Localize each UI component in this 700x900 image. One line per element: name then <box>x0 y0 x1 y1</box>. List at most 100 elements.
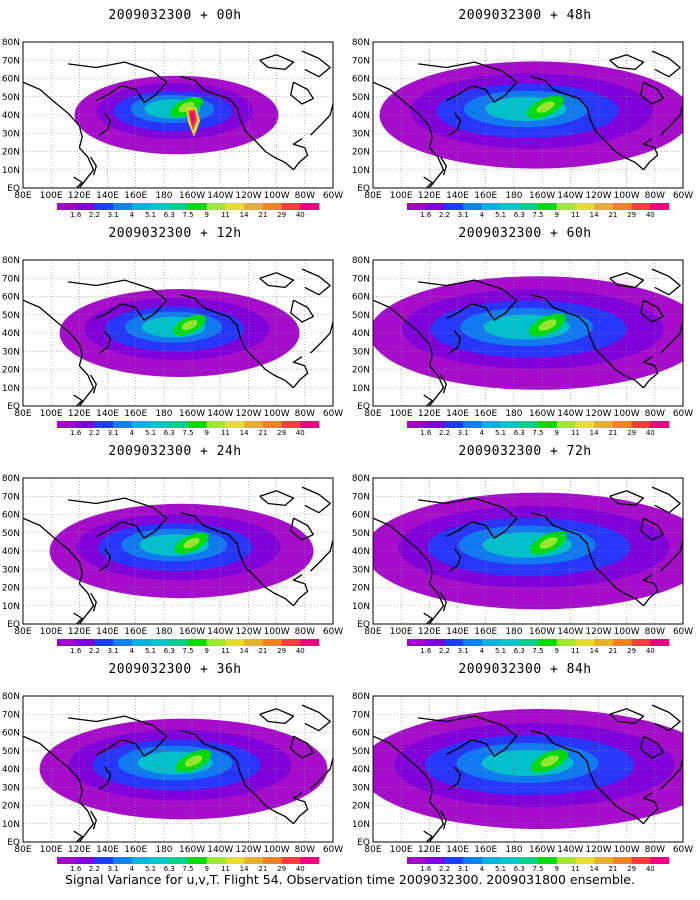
lon-label: 100W <box>614 845 640 855</box>
lon-label: 80E <box>14 845 31 855</box>
lat-label: 80N <box>352 256 370 266</box>
colorbar-swatch <box>262 639 282 646</box>
panel-title: 2009032300 + 72h <box>458 444 592 459</box>
colorbar: 1.6 2.2 3.1 4 5.1 6.3 7.5 9 11 14 21 29 40 <box>407 857 670 873</box>
colorbar-label: 4 <box>130 647 135 655</box>
panel-title: 2009032300 + 48h <box>458 8 592 23</box>
lon-label: 160W <box>179 191 205 201</box>
colorbar-swatch <box>94 203 114 210</box>
lon-label: 180 <box>505 627 522 637</box>
colorbar-swatch <box>594 857 614 864</box>
colorbar-swatch <box>281 421 301 428</box>
colorbar-label: 6.3 <box>164 865 175 873</box>
colorbar-label: 5.1 <box>495 211 506 219</box>
colorbar-label: 7.5 <box>532 647 543 655</box>
colorbar-label: 3.1 <box>458 647 469 655</box>
colorbar-label: 1.6 <box>70 647 82 655</box>
lon-label: 60W <box>673 191 693 201</box>
lon-label: 80E <box>364 409 381 419</box>
lon-label: 140E <box>96 409 119 419</box>
colorbar-swatch <box>425 421 445 428</box>
lon-label: 120W <box>585 627 611 637</box>
coastlines <box>23 486 333 624</box>
colorbar-swatch <box>75 857 95 864</box>
lat-label: 60N <box>2 511 20 521</box>
colorbar-swatch <box>538 203 558 210</box>
colorbar: 1.6 2.2 3.1 4 5.1 6.3 7.5 9 11 14 21 29 40 <box>407 203 670 219</box>
lon-label: 160W <box>529 845 555 855</box>
colorbar-label: 29 <box>277 865 286 873</box>
lon-label: 100E <box>40 845 63 855</box>
colorbar-label: 2.2 <box>439 647 450 655</box>
lat-label: EQ <box>357 620 370 630</box>
lon-label: 160E <box>124 409 147 419</box>
colorbar-label: 6.3 <box>514 211 525 219</box>
colorbar-swatch <box>262 203 282 210</box>
lon-label: 100E <box>390 191 413 201</box>
lat-label: EQ <box>7 620 20 630</box>
colorbar-swatch <box>131 203 151 210</box>
colorbar-swatch <box>407 203 427 210</box>
lon-label: 160W <box>529 409 555 419</box>
lat-label: 40N <box>352 111 370 121</box>
lon-label: 140E <box>446 845 469 855</box>
colorbar: 1.6 2.2 3.1 4 5.1 6.3 7.5 9 11 14 21 29 40 <box>57 639 320 655</box>
colorbar-label: 21 <box>608 647 617 655</box>
lat-label: 20N <box>2 148 20 158</box>
colorbar-swatch <box>575 203 595 210</box>
colorbar-label: 5.1 <box>495 429 506 437</box>
colorbar-swatch <box>281 639 301 646</box>
coastlines <box>373 50 683 188</box>
lon-label: 80E <box>364 845 381 855</box>
colorbar-swatch <box>188 857 208 864</box>
lon-label: 140W <box>207 845 233 855</box>
colorbar-swatch <box>425 203 445 210</box>
colorbar-label: 9 <box>204 429 208 437</box>
lon-label: 180 <box>505 845 522 855</box>
colorbar-label: 7.5 <box>532 865 543 873</box>
lat-label: 10N <box>352 166 370 176</box>
colorbar-swatch <box>113 421 133 428</box>
lat-label: 10N <box>2 820 20 830</box>
variance-field <box>373 478 683 624</box>
lon-label: 80W <box>295 409 315 419</box>
colorbar-swatch <box>575 421 595 428</box>
colorbar-label: 5.1 <box>145 211 156 219</box>
colorbar-swatch <box>594 203 614 210</box>
colorbar-swatch <box>206 857 226 864</box>
lat-label: 10N <box>352 602 370 612</box>
colorbar-swatch <box>57 857 77 864</box>
lon-label: 100E <box>40 409 63 419</box>
lat-label: 30N <box>2 565 20 575</box>
colorbar-swatch <box>650 203 670 210</box>
colorbar-swatch <box>94 639 114 646</box>
lat-label: 40N <box>2 547 20 557</box>
colorbar-label: 2.2 <box>89 211 100 219</box>
lon-label: 60W <box>323 191 343 201</box>
lat-label: 40N <box>2 765 20 775</box>
coastlines <box>23 50 333 188</box>
colorbar-label: 6.3 <box>514 429 525 437</box>
colorbar-label: 29 <box>627 211 636 219</box>
colorbar-label: 21 <box>258 865 267 873</box>
colorbar-label: 6.3 <box>514 647 525 655</box>
colorbar-label: 4 <box>480 865 485 873</box>
colorbar-swatch <box>169 857 189 864</box>
colorbar-label: 29 <box>277 211 286 219</box>
colorbar-swatch <box>481 203 501 210</box>
colorbar-swatch <box>631 421 651 428</box>
lon-label: 120W <box>235 191 261 201</box>
colorbar-swatch <box>538 857 558 864</box>
lat-label: 60N <box>352 511 370 521</box>
colorbar-label: 9 <box>554 211 558 219</box>
lon-label: 80W <box>645 627 665 637</box>
colorbar-label: 11 <box>221 429 230 437</box>
lon-label: 160E <box>474 191 497 201</box>
colorbar-label: 11 <box>571 865 580 873</box>
colorbar-swatch <box>500 639 520 646</box>
colorbar-swatch <box>57 639 77 646</box>
lon-label: 140E <box>446 627 469 637</box>
colorbar-swatch <box>113 857 133 864</box>
